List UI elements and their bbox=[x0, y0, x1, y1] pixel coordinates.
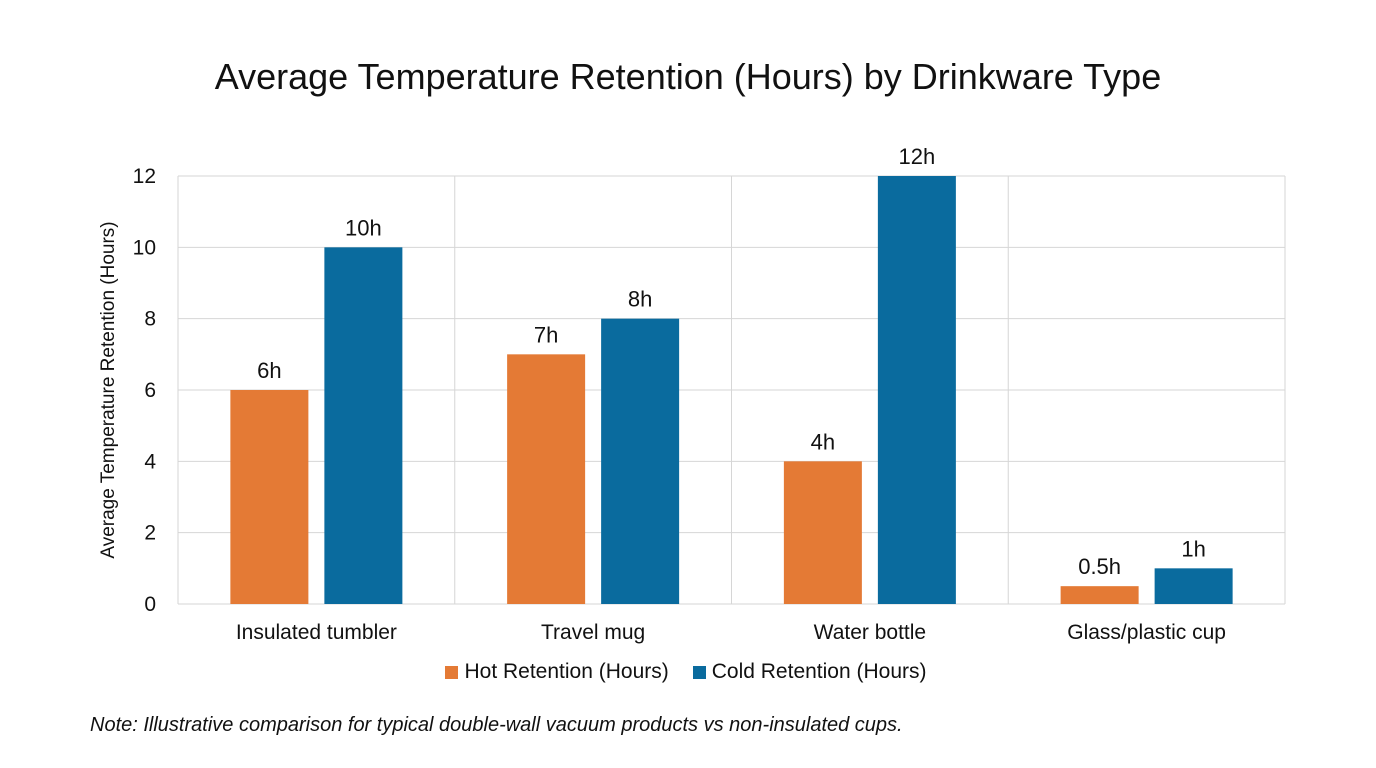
bar-cold bbox=[324, 247, 403, 605]
x-tick-label: Water bottle bbox=[814, 621, 926, 644]
bar-cold bbox=[877, 176, 956, 604]
chart-note: Note: Illustrative comparison for typica… bbox=[90, 714, 903, 736]
bar-cold bbox=[1154, 568, 1233, 604]
bar-hot bbox=[230, 390, 309, 604]
bar-hot bbox=[1060, 586, 1139, 604]
y-tick-label: 12 bbox=[133, 165, 156, 188]
y-tick-label: 4 bbox=[144, 450, 156, 473]
legend: Hot Retention (Hours) Cold Retention (Ho… bbox=[0, 660, 1374, 684]
legend-swatch-cold bbox=[692, 665, 706, 679]
bar-hot bbox=[507, 354, 586, 604]
chart-title: Average Temperature Retention (Hours) by… bbox=[214, 56, 1162, 97]
bar-hot bbox=[783, 461, 862, 604]
legend-item-hot: Hot Retention (Hours) bbox=[445, 660, 669, 684]
legend-label-hot: Hot Retention (Hours) bbox=[464, 660, 669, 683]
data-label: 6h bbox=[257, 358, 281, 383]
y-tick-label: 2 bbox=[144, 522, 156, 545]
y-tick-label: 8 bbox=[144, 308, 156, 331]
bar-cold bbox=[601, 318, 680, 604]
x-tick-label: Insulated tumbler bbox=[236, 621, 397, 644]
data-label: 10h bbox=[345, 215, 382, 240]
data-label: 8h bbox=[628, 287, 652, 312]
data-label: 7h bbox=[534, 322, 558, 347]
y-tick-label: 0 bbox=[144, 593, 156, 616]
legend-item-cold: Cold Retention (Hours) bbox=[692, 660, 927, 684]
x-tick-label: Glass/plastic cup bbox=[1067, 621, 1226, 644]
data-label: 0.5h bbox=[1078, 554, 1121, 579]
data-label: 1h bbox=[1181, 536, 1205, 561]
legend-label-cold: Cold Retention (Hours) bbox=[711, 660, 927, 683]
data-label: 4h bbox=[811, 429, 835, 454]
legend-swatch-hot bbox=[445, 665, 459, 679]
y-axis-label: Average Temperature Retention (Hours) bbox=[98, 221, 119, 558]
data-label: 12h bbox=[899, 144, 936, 169]
y-tick-label: 10 bbox=[133, 236, 156, 259]
y-tick-label: 6 bbox=[144, 379, 156, 402]
x-tick-label: Travel mug bbox=[541, 621, 645, 644]
